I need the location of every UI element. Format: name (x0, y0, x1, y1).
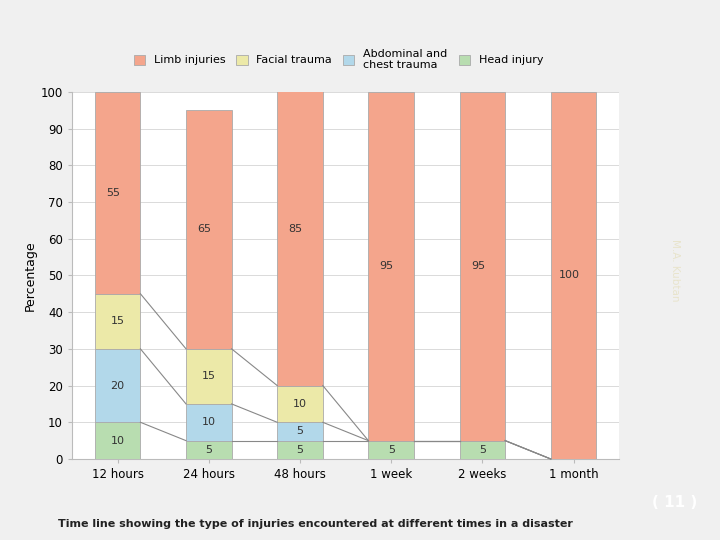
Bar (95, 422, 140, 459)
Text: 10: 10 (293, 399, 307, 409)
Text: 55: 55 (106, 188, 120, 198)
Bar (95, 92, 140, 294)
Bar (459, 92, 505, 441)
Text: 10: 10 (111, 436, 125, 446)
Legend: Limb injuries, Facial trauma, Abdominal and
chest trauma, Head injury: Limb injuries, Facial trauma, Abdominal … (129, 44, 548, 75)
Text: 15: 15 (111, 316, 125, 326)
Text: 20: 20 (111, 381, 125, 390)
Text: M.A. Kubtan: M.A. Kubtan (670, 239, 680, 301)
Text: 100: 100 (559, 271, 580, 280)
Bar (277, 441, 323, 459)
Text: 95: 95 (379, 261, 394, 271)
Bar (95, 294, 140, 349)
Text: 5: 5 (479, 445, 486, 455)
Text: 15: 15 (202, 372, 216, 381)
Bar (186, 404, 232, 441)
Bar (186, 349, 232, 404)
Text: Time line showing the type of injuries encountered at different times in a disas: Time line showing the type of injuries e… (58, 519, 572, 529)
Bar (277, 422, 323, 441)
Text: 10: 10 (202, 417, 216, 427)
Bar (277, 386, 323, 422)
Bar (277, 73, 323, 386)
Bar (186, 441, 232, 459)
Bar (551, 92, 596, 459)
Text: 65: 65 (197, 225, 211, 234)
Text: 5: 5 (297, 427, 304, 436)
Bar (459, 441, 505, 459)
Text: 5: 5 (297, 445, 304, 455)
Text: 85: 85 (289, 225, 302, 234)
Text: 5: 5 (205, 445, 212, 455)
Bar (369, 441, 414, 459)
Bar (95, 349, 140, 422)
Bar (369, 92, 414, 441)
Bar (186, 110, 232, 349)
Text: 95: 95 (471, 261, 485, 271)
Text: ( 11 ): ( 11 ) (652, 495, 698, 510)
Text: 5: 5 (387, 445, 395, 455)
Y-axis label: Percentage: Percentage (24, 240, 37, 310)
